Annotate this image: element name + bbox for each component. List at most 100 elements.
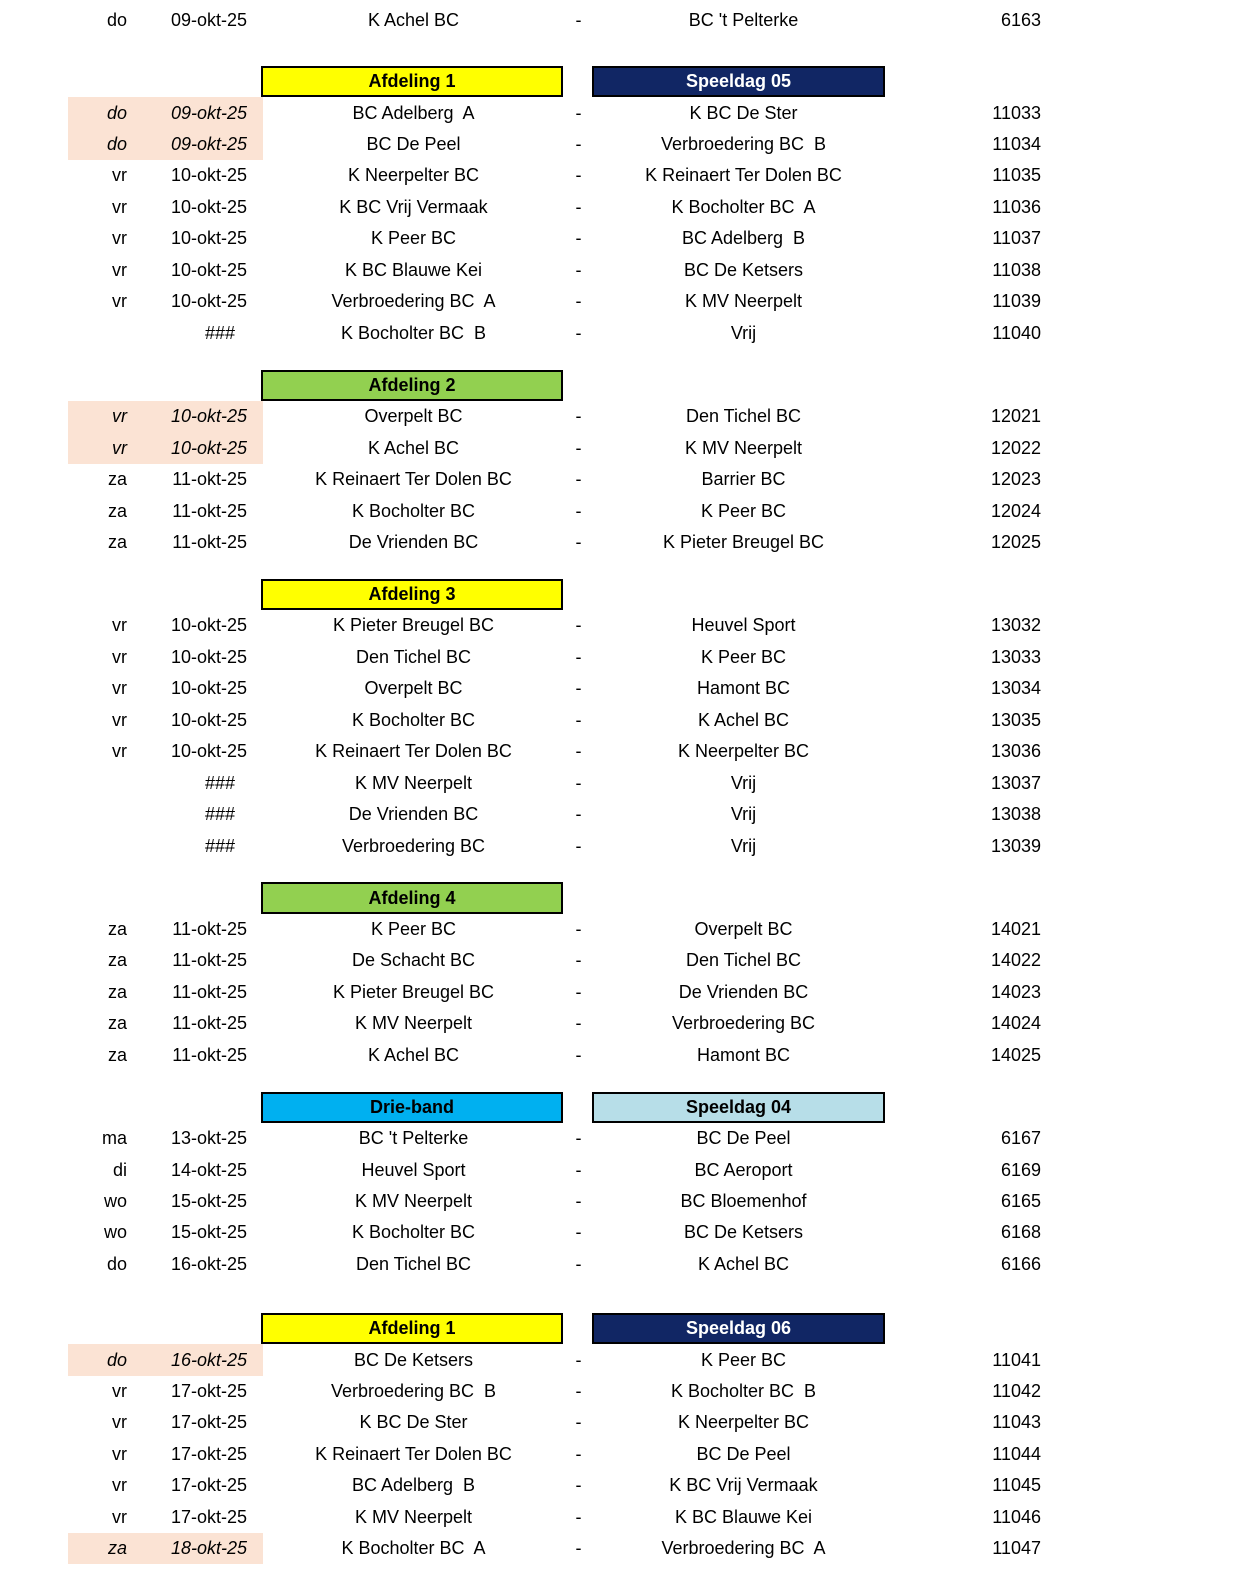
home-team-cell: BC 't Pelterke — [358, 1128, 469, 1149]
away-team-cell: Vrij — [730, 835, 757, 856]
home-team-cell: Den Tichel BC — [355, 646, 472, 667]
match-number-cell: 13038 — [990, 804, 1041, 825]
home-team-cell: Verbroedering BC A — [331, 291, 496, 312]
date-cell: 10-okt-25 — [170, 709, 247, 730]
separator-cell: - — [575, 835, 582, 856]
separator-cell: - — [575, 228, 582, 249]
date-cell: 10-okt-25 — [170, 406, 247, 427]
match-number-cell: 11042 — [992, 1381, 1041, 1402]
home-team-cell: K Pieter Breugel BC — [332, 615, 495, 636]
separator-cell: - — [575, 1222, 582, 1243]
day-cell: vr — [112, 228, 127, 249]
date-cell: 15-okt-25 — [170, 1190, 247, 1211]
day-cell: vr — [112, 678, 127, 699]
match-number-cell: 13037 — [990, 772, 1041, 793]
away-team-cell: Vrij — [730, 804, 757, 825]
match-row: za 11-okt-25 K Pieter Breugel BC - De Vriend… — [0, 977, 1240, 1008]
home-team-cell: K Achel BC — [367, 437, 460, 458]
separator-cell: - — [575, 1475, 582, 1496]
match-row: vr 10-okt-25 K Reinaert Ter Dolen BC - K Nee… — [0, 736, 1240, 767]
separator-cell: - — [575, 102, 582, 123]
day-cell: do — [106, 102, 127, 123]
away-team-cell: K Pieter Breugel BC — [662, 532, 825, 553]
date-cell: 11-okt-25 — [172, 1044, 247, 1065]
match-row: vr 10-okt-25 K BC Vrij Vermaak - K Bocholter… — [0, 192, 1240, 223]
match-row: za 11-okt-25 De Schacht BC - Den Tichel BC 14… — [0, 945, 1240, 976]
match-row: wo 15-okt-25 K MV Neerpelt - BC Bloemenhof 61… — [0, 1186, 1240, 1217]
match-number-cell: 12021 — [990, 406, 1041, 427]
separator-cell: - — [575, 10, 582, 31]
match-row: vr 17-okt-25 Verbroedering BC B - K Bocholte… — [0, 1376, 1240, 1407]
separator-cell: - — [575, 532, 582, 553]
match-row: vr 17-okt-25 K MV Neerpelt - K BC Blauwe Kei… — [0, 1502, 1240, 1533]
separator-cell: - — [575, 981, 582, 1002]
home-team-cell: K MV Neerpelt — [354, 772, 473, 793]
separator-cell: - — [575, 950, 582, 971]
match-number-cell: 12023 — [990, 469, 1041, 490]
match-row: do 09-okt-25 BC Adelberg A - K BC De Ster 110… — [0, 97, 1240, 129]
away-team-cell: K Peer BC — [700, 500, 787, 521]
speeldag-header: Speeldag 06 — [592, 1313, 885, 1345]
day-cell: ma — [101, 1128, 127, 1149]
separator-cell: - — [575, 1044, 582, 1065]
separator-cell: - — [575, 646, 582, 667]
date-cell: 10-okt-25 — [170, 196, 247, 217]
date-cell: 11-okt-25 — [172, 1013, 247, 1034]
match-row: vr 17-okt-25 K Reinaert Ter Dolen BC - BC De… — [0, 1439, 1240, 1470]
separator-cell: - — [575, 772, 582, 793]
day-cell: di — [112, 1159, 127, 1180]
separator-cell: - — [575, 1013, 582, 1034]
home-team-cell: Verbroedering BC B — [330, 1381, 497, 1402]
separator-cell: - — [575, 134, 582, 155]
away-team-cell: K Bocholter BC B — [670, 1381, 817, 1402]
match-number-cell: 11038 — [992, 259, 1041, 280]
separator-cell: - — [575, 196, 582, 217]
match-row: vr 17-okt-25 K BC De Ster - K Neerpelter BC 1… — [0, 1407, 1240, 1438]
date-cell: 14-okt-25 — [170, 1159, 247, 1180]
away-team-cell: De Vrienden BC — [678, 981, 809, 1002]
separator-cell: - — [575, 1349, 582, 1370]
match-number-cell: 11045 — [992, 1475, 1041, 1496]
home-team-cell: K MV Neerpelt — [354, 1013, 473, 1034]
match-number-cell: 11039 — [992, 291, 1041, 312]
match-number-cell: 11046 — [992, 1506, 1041, 1527]
date-cell: 10-okt-25 — [170, 228, 247, 249]
date-cell: 11-okt-25 — [172, 469, 247, 490]
day-cell — [60, 830, 127, 861]
home-team-cell: K Achel BC — [367, 10, 460, 31]
away-team-cell: Den Tichel BC — [685, 950, 802, 971]
match-row: vr 10-okt-25 K Achel BC - K MV Neerpelt 12022 — [0, 432, 1240, 465]
match-row: za 11-okt-25 K Achel BC - Hamont BC 14025 — [0, 1040, 1240, 1071]
away-team-cell: K Neerpelter BC — [677, 741, 810, 762]
home-team-cell: K BC Vrij Vermaak — [339, 196, 488, 217]
match-row: za 11-okt-25 K Bocholter BC - K Peer BC 12024 — [0, 495, 1240, 526]
match-row: vr 10-okt-25 Overpelt BC - Hamont BC 13034 — [0, 673, 1240, 704]
away-team-cell: K Achel BC — [697, 709, 790, 730]
match-number-cell: 6163 — [1000, 10, 1041, 31]
home-team-cell: Overpelt BC — [364, 678, 463, 699]
home-team-cell: Verbroedering BC — [341, 835, 486, 856]
away-team-cell: BC De Ketsers — [683, 259, 804, 280]
speeldag-header: Speeldag 04 — [592, 1091, 885, 1123]
separator-cell: - — [575, 678, 582, 699]
away-team-cell: K Achel BC — [697, 1253, 790, 1274]
home-team-cell: K BC Blauwe Kei — [344, 259, 483, 280]
away-team-cell: BC Aeroport — [694, 1159, 793, 1180]
date-cell: 09-okt-25 — [170, 102, 247, 123]
date-cell: 10-okt-25 — [170, 678, 247, 699]
day-cell: vr — [112, 1506, 127, 1527]
home-team-cell: BC Adelberg A — [352, 102, 475, 123]
away-team-cell: Hamont BC — [696, 678, 791, 699]
match-row: vr 10-okt-25 K Neerpelter BC - K Reinaert Te… — [0, 160, 1240, 191]
date-cell: 17-okt-25 — [170, 1506, 247, 1527]
date-cell: 10-okt-25 — [170, 165, 247, 186]
separator-cell: - — [575, 1412, 582, 1433]
day-cell: do — [106, 1253, 127, 1274]
match-row: wo 15-okt-25 K Bocholter BC - BC De Ketsers 6… — [0, 1217, 1240, 1248]
match-number-cell: 6169 — [1000, 1159, 1041, 1180]
away-team-cell: Barrier BC — [701, 469, 786, 490]
match-number-cell: 6167 — [1000, 1128, 1041, 1149]
match-number-cell: 13039 — [990, 835, 1041, 856]
date-cell: ### — [204, 804, 235, 825]
home-team-cell: K Peer BC — [370, 918, 457, 939]
